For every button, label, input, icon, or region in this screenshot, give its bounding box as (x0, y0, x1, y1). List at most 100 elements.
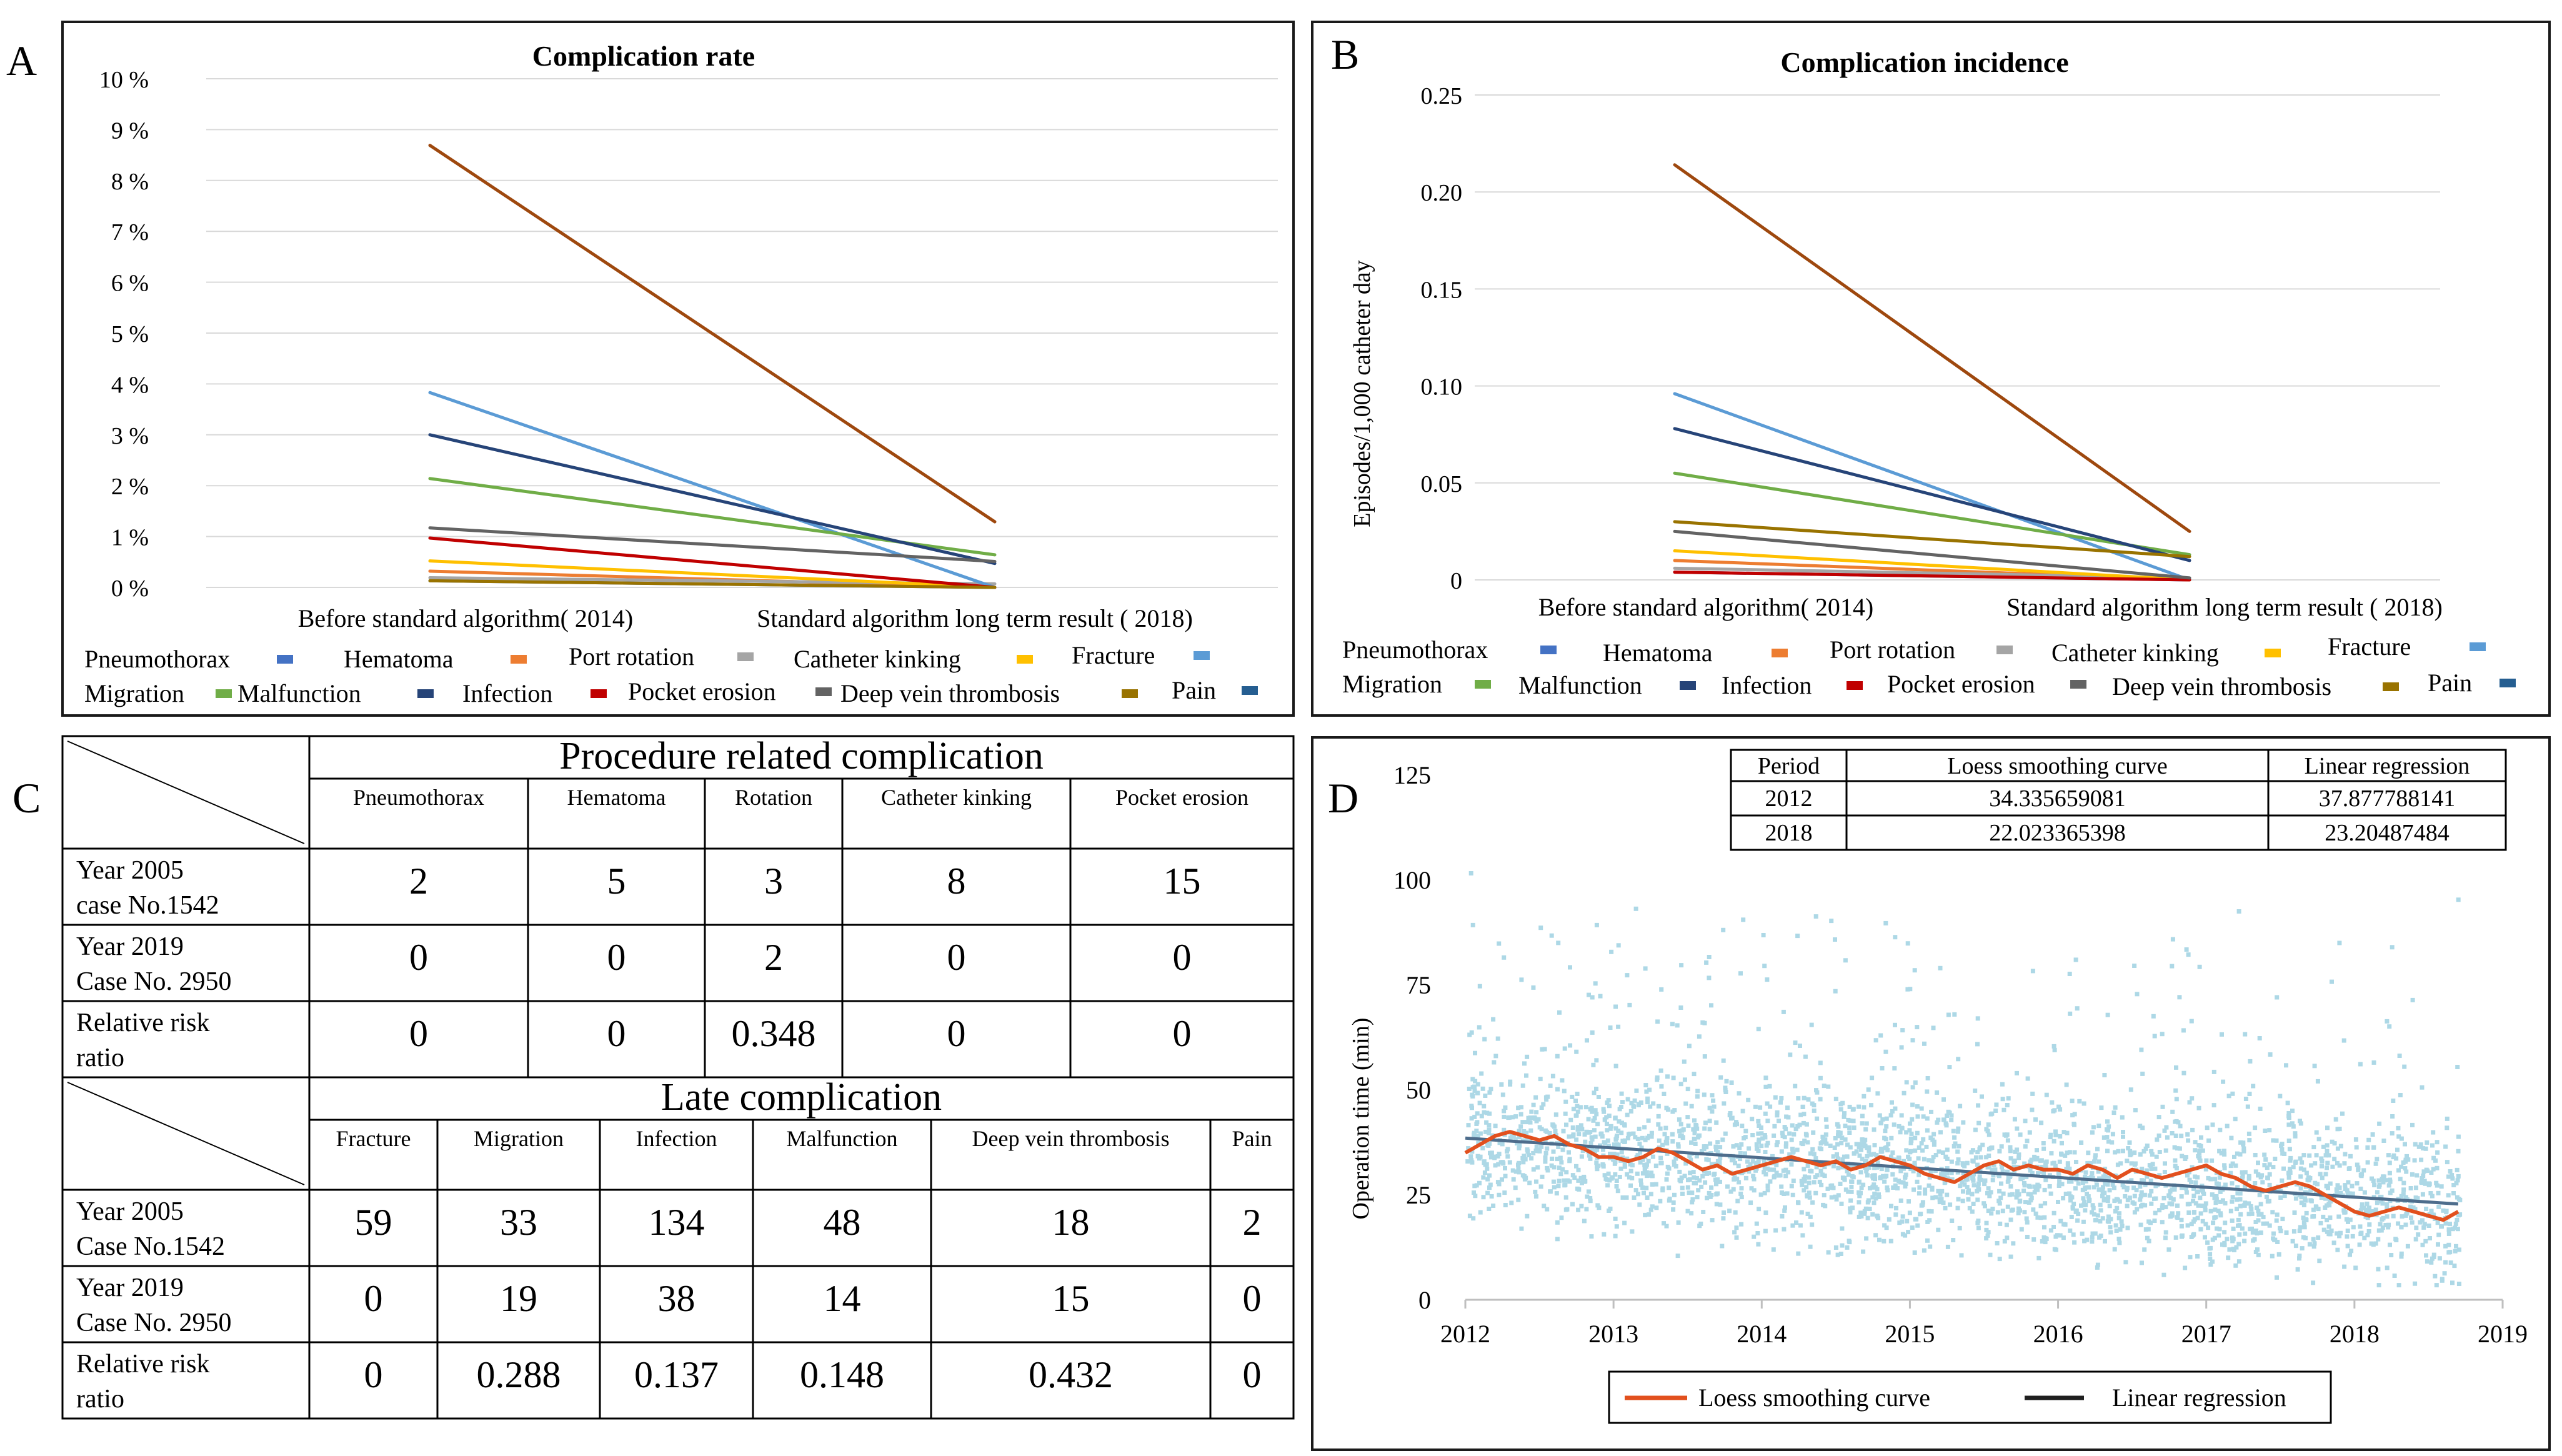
d-scatter-point (2039, 1120, 2044, 1125)
d-scatter-point (1872, 1127, 1877, 1132)
d-scatter-point (2217, 1149, 2222, 1154)
d-scatter-point (1840, 1135, 1845, 1140)
d-scatter-point (1850, 1107, 1855, 1112)
d-scatter-point (1843, 1187, 1848, 1192)
d-scatter-point (2032, 1190, 2037, 1195)
d-scatter-point (1707, 1127, 1712, 1132)
d-scatter-point (2000, 1082, 2005, 1087)
d-scatter-point (1605, 1122, 1609, 1127)
d-scatter-point (1908, 1140, 1913, 1145)
d-scatter-point (2041, 1146, 2046, 1151)
d-scatter-point (1894, 1205, 1898, 1210)
d-scatter-point (1682, 1059, 1687, 1064)
d-scatter-point (2100, 1188, 2105, 1193)
d-scatter-point (2018, 1177, 2023, 1182)
d-scatter-point (2228, 1209, 2233, 1214)
d-scatter-point (1585, 1194, 1590, 1199)
d-scatter-point (1702, 1054, 1707, 1059)
d-scatter-point (2030, 1107, 2035, 1112)
d-scatter-point (1533, 1149, 1538, 1153)
d-scatter-point (2138, 1124, 2143, 1129)
d-scatter-point (2170, 1131, 2175, 1135)
d-scatter-point (2013, 1149, 2018, 1154)
d-scatter-point (1935, 1090, 1940, 1095)
d-scatter-point (1723, 1131, 1728, 1136)
c-late-cell-0-0: 59 (355, 1202, 392, 1243)
d-scatter-point (2168, 1189, 2173, 1194)
d-scatter-point (1503, 1105, 1508, 1110)
d-scatter-point (1965, 1185, 1970, 1190)
d-scatter-point (1595, 1167, 1600, 1172)
d-scatter-point (2113, 1105, 2118, 1110)
d-scatter-point (2064, 1082, 2069, 1087)
d-scatter-point (2111, 1110, 2116, 1115)
d-scatter-point (1782, 1227, 1787, 1232)
d-scatter-point (1857, 1104, 1861, 1109)
d-scatter-point (1870, 1212, 1875, 1217)
d-scatter-point (2132, 964, 2137, 968)
d-scatter-point (1651, 1101, 1656, 1106)
d-scatter-point (2193, 1174, 2198, 1179)
d-scatter-point (1976, 1181, 1981, 1186)
d-scatter-point (1910, 1038, 1915, 1043)
d-scatter-point (1826, 1250, 1831, 1255)
d-scatter-point (1765, 1140, 1770, 1145)
d-scatter-point (2008, 1184, 2013, 1189)
d-scatter-point (2325, 1143, 2330, 1148)
d-scatter-point (2362, 1235, 2367, 1240)
d-scatter-point (2148, 1179, 2153, 1184)
d-scatter-point (1573, 1099, 1578, 1104)
d-scatter-point (2267, 1128, 2272, 1133)
d-scatter-point (2429, 1170, 2434, 1175)
d-scatter-point (2414, 1225, 2419, 1230)
d-scatter-point (1472, 1114, 1477, 1119)
d-scatter-point (2033, 1117, 2038, 1122)
d-inset-cell-1-2: 23.20487484 (2325, 820, 2450, 846)
d-scatter-point (2113, 1209, 2118, 1214)
d-scatter-point (1658, 1126, 1663, 1131)
d-scatter-point (2166, 1247, 2171, 1252)
d-scatter-point (2076, 1212, 2081, 1217)
d-scatter-point (2297, 1229, 2302, 1234)
d-scatter-point (2170, 937, 2175, 942)
d-scatter-point (2051, 1225, 2056, 1229)
d-scatter-point (1899, 1045, 1904, 1050)
d-scatter-point (1701, 1210, 1706, 1214)
d-scatter-point (1886, 1142, 1891, 1147)
d-scatter-point (1549, 1163, 1554, 1168)
d-scatter-point (1640, 1185, 1645, 1190)
d-scatter-point (1922, 1041, 1926, 1046)
d-scatter-point (2017, 1199, 2022, 1204)
c-late-cell-1-2: 38 (658, 1278, 695, 1319)
d-scatter-point (1482, 1110, 1487, 1115)
d-scatter-point (2248, 1059, 2253, 1064)
d-scatter-point (2162, 1170, 2167, 1174)
d-scatter-point (1582, 1179, 1587, 1184)
d-scatter-point (2086, 1150, 2091, 1155)
d-scatter-point (2214, 1194, 2219, 1199)
d-scatter-point (2025, 1139, 2030, 1144)
d-scatter-point (1534, 1110, 1539, 1115)
d-scatter-point (1779, 1095, 1784, 1100)
d-scatter-point (1471, 1216, 1476, 1221)
d-scatter-point (1912, 968, 1917, 973)
d-scatter-point (1977, 1177, 1982, 1182)
d-scatter-point (1628, 1183, 1633, 1188)
d-scatter-point (1871, 1176, 1876, 1181)
d-scatter-point (2153, 1184, 2158, 1189)
d-scatter-point (2434, 1180, 2439, 1185)
d-scatter-point (1940, 1170, 1945, 1175)
d-scatter-point (2420, 1192, 2425, 1197)
d-scatter-point (1925, 1116, 1930, 1121)
d-scatter-point (2258, 1175, 2263, 1180)
d-scatter-point (1917, 1145, 1922, 1150)
d-scatter-point (1897, 1220, 1902, 1225)
d-scatter-point (1751, 1174, 1756, 1179)
d-scatter-point (2243, 1200, 2248, 1205)
d-scatter-point (1910, 1225, 1915, 1230)
d-scatter-point (1465, 1159, 1470, 1164)
d-scatter-point (1975, 1197, 1980, 1202)
d-scatter-point (2233, 1263, 2238, 1268)
d-scatter-point (1529, 1109, 1534, 1114)
d-scatter-point (1639, 1182, 1643, 1187)
